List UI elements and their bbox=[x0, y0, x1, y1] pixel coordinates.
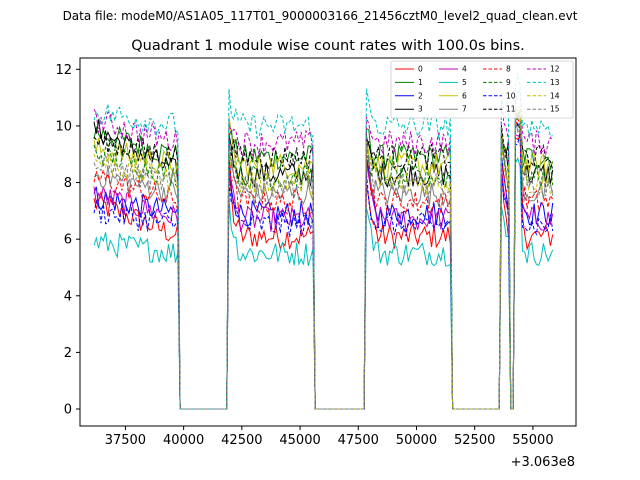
y-tick-label: 0 bbox=[64, 403, 72, 418]
legend-label-1: 1 bbox=[418, 78, 423, 87]
legend-label-5: 5 bbox=[462, 78, 467, 87]
y-tick-label: 6 bbox=[64, 233, 72, 248]
series-line-6 bbox=[93, 106, 553, 410]
legend-label-2: 2 bbox=[418, 91, 423, 100]
y-tick-label: 8 bbox=[64, 176, 72, 191]
x-tick-label: 37500 bbox=[105, 433, 146, 448]
chart-suptitle: Data file: modeM0/AS1A05_117T01_90000031… bbox=[63, 9, 578, 23]
y-tick-label: 10 bbox=[55, 119, 72, 134]
series-line-15 bbox=[93, 119, 554, 410]
series-line-1 bbox=[93, 107, 554, 410]
chart-title: Quadrant 1 module wise count rates with … bbox=[131, 38, 525, 54]
legend-box bbox=[390, 60, 574, 119]
legend-label-12: 12 bbox=[550, 65, 560, 74]
series-line-0 bbox=[93, 134, 554, 410]
x-offset-label: +3.063e8 bbox=[511, 455, 575, 470]
x-tick-label: 47500 bbox=[338, 433, 379, 448]
series-line-3 bbox=[93, 109, 554, 410]
legend-label-15: 15 bbox=[550, 105, 560, 114]
legend-label-13: 13 bbox=[550, 78, 560, 87]
y-tick-label: 4 bbox=[64, 289, 72, 304]
x-tick-label: 50000 bbox=[396, 433, 437, 448]
plot-area-frame bbox=[79, 57, 577, 427]
legend-label-4: 4 bbox=[462, 65, 467, 74]
x-tick-label: 42500 bbox=[221, 433, 262, 448]
legend-label-8: 8 bbox=[506, 65, 511, 74]
y-axis: 0 2 4 6 8 10 12 bbox=[55, 63, 80, 418]
legend-label-14: 14 bbox=[550, 91, 560, 100]
y-tick-label: 12 bbox=[55, 63, 72, 78]
legend-label-10: 10 bbox=[506, 91, 516, 100]
series-line-2 bbox=[93, 122, 554, 410]
x-tick-label: 40000 bbox=[163, 433, 204, 448]
series-line-12 bbox=[93, 89, 554, 410]
y-tick-label: 2 bbox=[64, 346, 72, 361]
x-tick-label: 45000 bbox=[279, 433, 320, 448]
legend-label-3: 3 bbox=[418, 105, 423, 114]
series-layer bbox=[93, 72, 554, 410]
legend-label-6: 6 bbox=[462, 91, 467, 100]
x-tick-label: 55000 bbox=[512, 433, 553, 448]
x-tick-label: 52500 bbox=[454, 433, 495, 448]
legend-label-9: 9 bbox=[506, 78, 511, 87]
legend-label-11: 11 bbox=[506, 105, 516, 114]
legend-label-0: 0 bbox=[418, 65, 423, 74]
legend-label-7: 7 bbox=[462, 105, 467, 114]
x-axis: 37500 40000 42500 45000 47500 50000 52500 55000 bbox=[105, 426, 554, 448]
series-line-13 bbox=[93, 72, 553, 410]
